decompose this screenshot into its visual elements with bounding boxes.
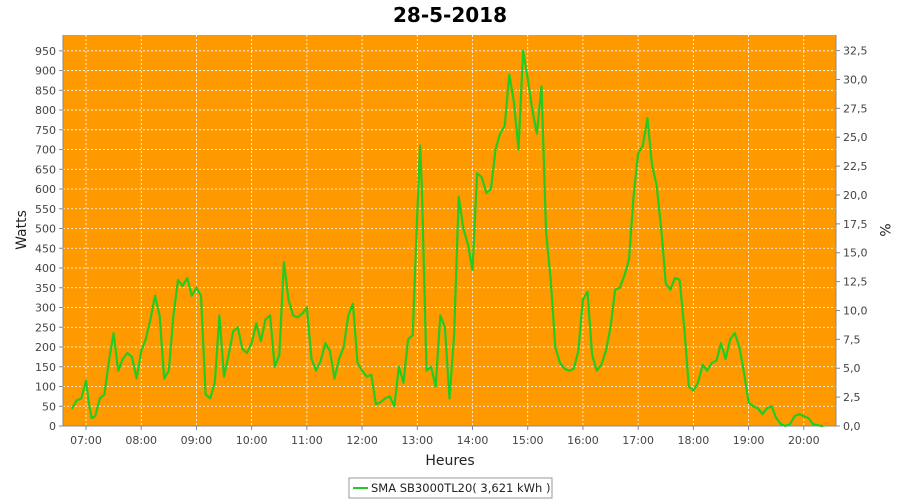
y-tick-label: 250 bbox=[35, 321, 56, 334]
y2-tick-label: 20,0 bbox=[843, 189, 868, 202]
y-tick-label: 100 bbox=[35, 381, 56, 394]
y-tick-label: 150 bbox=[35, 361, 56, 374]
x-tick-label: 18:00 bbox=[678, 434, 710, 447]
y-tick-label: 350 bbox=[35, 282, 56, 295]
y-tick-label: 600 bbox=[35, 183, 56, 196]
y2-tick-label: 5,0 bbox=[843, 362, 861, 375]
y-tick-label: 850 bbox=[35, 84, 56, 97]
x-tick-label: 11:00 bbox=[291, 434, 323, 447]
y2-tick-label: 7,5 bbox=[843, 333, 861, 346]
y2-tick-label: 0,0 bbox=[843, 420, 861, 433]
y2-tick-label: 10,0 bbox=[843, 304, 868, 317]
y-tick-label: 700 bbox=[35, 144, 56, 157]
series-line-0 bbox=[71, 49, 824, 428]
y-tick-label: 550 bbox=[35, 203, 56, 216]
y-tick-label: 900 bbox=[35, 65, 56, 78]
y-axis-label: Watts bbox=[14, 210, 30, 250]
y-tick-label: 400 bbox=[35, 262, 56, 275]
x-tick-label: 16:00 bbox=[567, 434, 599, 447]
plot-area bbox=[63, 35, 836, 426]
x-tick-label: 07:00 bbox=[70, 434, 102, 447]
x-tick-label: 14:00 bbox=[457, 434, 489, 447]
x-axis-ticks: 07:00 08:00 09:00 10:00 11:00 12:00 13:00 14:00… bbox=[70, 426, 820, 447]
y2-axis-label: % bbox=[876, 223, 892, 236]
x-axis-label: Heures bbox=[425, 453, 474, 469]
legend: SMA SB3000TL20( 3,621 kWh ) bbox=[348, 477, 553, 499]
gridlines bbox=[63, 35, 836, 426]
x-tick-label: 08:00 bbox=[125, 434, 157, 447]
x-tick-label: 19:00 bbox=[733, 434, 765, 447]
y2-axis-ticks: 0,0 2,5 5,0 7,5 10,0 12,5 15,0 17,5 20,0 22,5 25,0… bbox=[836, 45, 868, 433]
x-tick-label: 12:00 bbox=[346, 434, 378, 447]
y-tick-label: 750 bbox=[35, 124, 56, 137]
y-tick-label: 450 bbox=[35, 242, 56, 255]
y2-tick-label: 22,5 bbox=[843, 160, 868, 173]
y-tick-label: 300 bbox=[35, 302, 56, 315]
y-axis-ticks: 0 50 100 150 200 250 300 350 400 450 500 550 600 650 7… bbox=[35, 45, 63, 433]
y2-tick-label: 30,0 bbox=[843, 73, 868, 86]
y2-tick-label: 12,5 bbox=[843, 276, 868, 289]
x-tick-label: 17:00 bbox=[622, 434, 654, 447]
chart-title: 28-5-2018 bbox=[393, 3, 507, 27]
y-tick-label: 800 bbox=[35, 104, 56, 117]
y-tick-label: 500 bbox=[35, 223, 56, 236]
legend-box bbox=[348, 477, 553, 499]
x-tick-label: 15:00 bbox=[512, 434, 544, 447]
y-tick-label: 200 bbox=[35, 341, 56, 354]
y2-tick-label: 32,5 bbox=[843, 45, 868, 58]
y2-tick-label: 2,5 bbox=[843, 391, 861, 404]
y2-tick-label: 27,5 bbox=[843, 102, 868, 115]
series-layer bbox=[71, 49, 824, 428]
x-tick-label: 10:00 bbox=[236, 434, 268, 447]
y-tick-label: 50 bbox=[42, 400, 56, 413]
x-tick-label: 13:00 bbox=[401, 434, 433, 447]
y2-tick-label: 17,5 bbox=[843, 218, 868, 231]
axes bbox=[62, 35, 837, 427]
y-tick-label: 950 bbox=[35, 45, 56, 58]
y2-tick-label: 25,0 bbox=[843, 131, 868, 144]
y-tick-label: 650 bbox=[35, 163, 56, 176]
legend-label: SMA SB3000TL20( 3,621 kWh ) bbox=[371, 481, 550, 495]
x-tick-label: 20:00 bbox=[788, 434, 820, 447]
y-tick-label: 0 bbox=[49, 420, 56, 433]
y2-tick-label: 15,0 bbox=[843, 247, 868, 260]
x-tick-label: 09:00 bbox=[181, 434, 213, 447]
